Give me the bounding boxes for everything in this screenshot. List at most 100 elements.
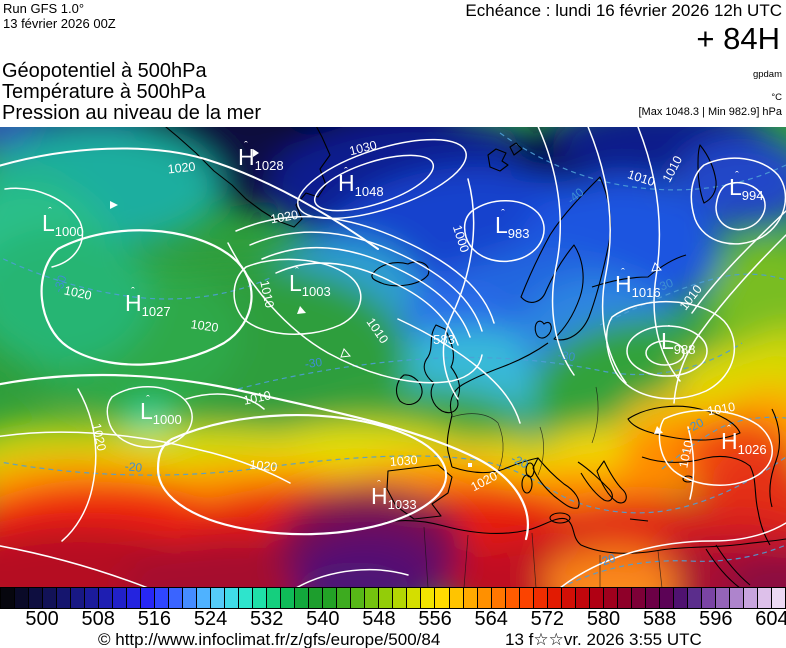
colorbar-cell bbox=[294, 587, 310, 609]
svg-text:L1003: L1003 bbox=[289, 270, 331, 299]
isotherm-label: -20 bbox=[596, 551, 617, 570]
colorbar-cell bbox=[392, 587, 408, 609]
colorbar-cell bbox=[238, 587, 254, 609]
colorbar-cell bbox=[462, 587, 478, 609]
isobar-label: 1020 bbox=[190, 317, 220, 335]
colorbar-tick: 580 bbox=[586, 608, 621, 630]
colorbar-cell bbox=[406, 587, 422, 609]
svg-text:ˆ: ˆ bbox=[621, 267, 625, 279]
svg-text:L1000: L1000 bbox=[140, 398, 182, 427]
svg-text:L983: L983 bbox=[495, 212, 530, 241]
colorbar-cell bbox=[420, 587, 436, 609]
colorbar-cell bbox=[714, 587, 730, 609]
colorbar-cell bbox=[364, 587, 380, 609]
forecast-hour-label: + 84H bbox=[696, 21, 780, 56]
svg-text:H1048: H1048 bbox=[338, 170, 384, 199]
colorbar-cell bbox=[168, 587, 184, 609]
colorbar-cell bbox=[630, 587, 646, 609]
colorbar-cell bbox=[756, 587, 772, 609]
colorbar-cell bbox=[42, 587, 58, 609]
isobar-label: 1020 bbox=[249, 458, 278, 475]
colorbar-cell bbox=[448, 587, 464, 609]
colorbar-cell bbox=[182, 587, 198, 609]
svg-text:L994: L994 bbox=[729, 174, 764, 203]
isotherm-label: -20 bbox=[509, 451, 531, 471]
svg-text:ˆ: ˆ bbox=[377, 479, 381, 491]
pressure-minmax-label: [Max 1048.3 | Min 982.9] hPa bbox=[638, 106, 783, 118]
colorbar-tick: 500 bbox=[25, 608, 59, 630]
isotherm-label: -30 bbox=[654, 275, 676, 295]
param-pressure: Pression au niveau de la mer bbox=[2, 102, 262, 124]
colorbar-tick: 556 bbox=[418, 608, 452, 630]
colorbar-cell bbox=[98, 587, 114, 609]
colorbar-cell bbox=[742, 587, 758, 609]
svg-text:H1033: H1033 bbox=[371, 483, 417, 512]
svg-text:ˆ: ˆ bbox=[244, 140, 248, 152]
isobar-label: 1010 bbox=[257, 279, 276, 309]
svg-text:ˆ: ˆ bbox=[146, 394, 150, 406]
colorbar-cell bbox=[14, 587, 30, 609]
svg-text:L988: L988 bbox=[661, 328, 696, 357]
param-geopotential: Géopotentiel à 500hPa bbox=[2, 60, 207, 82]
svg-text:ˆ: ˆ bbox=[735, 170, 739, 182]
svg-text:ˆ: ˆ bbox=[295, 266, 299, 278]
colorbar-cell bbox=[490, 587, 506, 609]
colorbar-cell bbox=[224, 587, 240, 609]
run-date-line: 13 février 2026 00Z bbox=[3, 16, 116, 31]
isotherm-label: -20 bbox=[124, 459, 143, 475]
colorbar-cell bbox=[280, 587, 296, 609]
colorbar-cell bbox=[588, 587, 604, 609]
colorbar-cell bbox=[140, 587, 156, 609]
parameter-titles: Géopotentiel à 500hPa Température à 500h… bbox=[2, 61, 261, 124]
colorbar-cell bbox=[602, 587, 618, 609]
colorbar-tick: 596 bbox=[699, 608, 733, 630]
colorbar-cell bbox=[728, 587, 744, 609]
isotherm-label: -30 bbox=[51, 273, 70, 294]
isobar-label: 1020 bbox=[269, 208, 299, 227]
colorbar-cell bbox=[266, 587, 282, 609]
colorbar-cell bbox=[126, 587, 142, 609]
isotherm-label: -30 bbox=[304, 355, 323, 371]
colorbar-cell bbox=[686, 587, 702, 609]
colorbar-cell bbox=[70, 587, 86, 609]
colorbar-cell bbox=[616, 587, 632, 609]
generation-timestamp: 13 f☆☆vr. 2026 3:55 UTC bbox=[505, 630, 702, 648]
isotherm-label: -30 bbox=[557, 348, 576, 364]
svg-text:ˆ: ˆ bbox=[667, 324, 671, 336]
valid-time-label: Echéance : lundi 16 février 2026 12h UTC bbox=[465, 1, 782, 20]
colorbar-tick: 604 bbox=[755, 608, 786, 630]
svg-text:ˆ: ˆ bbox=[727, 424, 731, 436]
country-borders bbox=[423, 386, 663, 587]
isobar-label: 1030 bbox=[348, 138, 378, 158]
colorbar-cell bbox=[308, 587, 324, 609]
colorbar-cell bbox=[0, 587, 16, 609]
svg-text:H1026: H1026 bbox=[721, 428, 767, 457]
colorbar-tick: 564 bbox=[474, 608, 508, 630]
weather-map: 1020 1030 1020 1020 1020 1000 1010 1010 1010 1010… bbox=[0, 127, 786, 587]
colorbar-cell bbox=[56, 587, 72, 609]
isobar-label: 1010 bbox=[706, 400, 736, 419]
svg-text:ˆ: ˆ bbox=[344, 166, 348, 178]
isobar-label: 1030 bbox=[389, 453, 418, 469]
isobar-label: 1010 bbox=[676, 439, 695, 469]
colorbar-tick: 532 bbox=[249, 608, 284, 630]
colorbar-cell bbox=[560, 587, 576, 609]
colorbar-tick: 516 bbox=[137, 608, 172, 630]
colorbar-cell bbox=[322, 587, 338, 609]
colorbar-cell bbox=[336, 587, 352, 609]
colorbar-cell bbox=[504, 587, 520, 609]
colorbar-cell bbox=[112, 587, 128, 609]
colorbar-tick: 524 bbox=[193, 608, 228, 630]
svg-text:ˆ: ˆ bbox=[48, 206, 52, 218]
colorbar-cell bbox=[350, 587, 366, 609]
source-url-link[interactable]: © http://www.infoclimat.fr/z/gfs/europe/… bbox=[98, 630, 441, 648]
param-temperature: Température à 500hPa bbox=[2, 81, 206, 103]
